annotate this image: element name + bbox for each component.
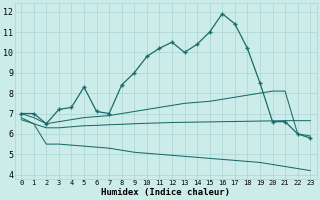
X-axis label: Humidex (Indice chaleur): Humidex (Indice chaleur)	[101, 188, 230, 197]
